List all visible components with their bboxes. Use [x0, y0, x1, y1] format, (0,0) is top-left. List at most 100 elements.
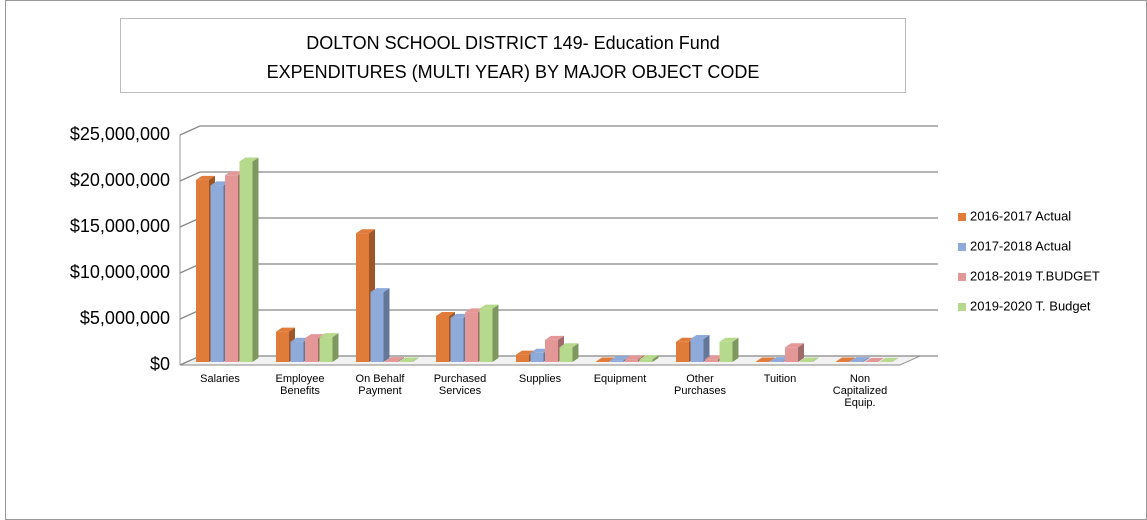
legend-label: 2019-2020 T. Budget — [970, 298, 1091, 313]
bar-front — [385, 361, 398, 362]
bar-top — [399, 357, 419, 362]
bar-top — [210, 181, 230, 186]
bar — [690, 335, 710, 362]
bar-top — [516, 350, 535, 355]
bar-side — [812, 357, 819, 362]
bar-top — [530, 348, 550, 353]
bar-top — [879, 357, 899, 362]
bar-top — [865, 358, 884, 362]
bar-top — [450, 313, 470, 318]
bar-top — [785, 343, 804, 348]
x-tick-label: Purchased Services — [433, 373, 487, 397]
bar-top — [465, 308, 484, 313]
title-box — [120, 18, 906, 93]
bar-front — [436, 316, 449, 362]
bar-top — [690, 335, 710, 339]
bar-front — [210, 185, 224, 362]
bar-top — [436, 312, 455, 316]
bar-front — [719, 341, 733, 362]
bar-side — [732, 337, 739, 362]
bar — [799, 357, 819, 362]
bar — [719, 337, 739, 362]
bar-side — [769, 357, 775, 362]
bar-top — [479, 304, 499, 309]
chart-title: DOLTON SCHOOL DISTRICT 149- Education Fu… — [306, 33, 719, 53]
bar-front — [239, 161, 253, 362]
bar-top — [559, 343, 579, 348]
bar-side — [703, 335, 710, 362]
bar-top — [225, 171, 244, 176]
bar-top — [596, 357, 615, 362]
bar-side — [849, 357, 855, 362]
bar-top — [290, 337, 310, 342]
bar — [865, 358, 884, 362]
x-tick-label: Other Purchases — [674, 373, 726, 397]
bar-top — [356, 229, 375, 234]
bar-front — [705, 359, 718, 362]
legend-label: 2017-2018 Actual — [970, 238, 1071, 253]
bar-side — [892, 357, 899, 362]
y-tick-label: $15,000,000 — [70, 216, 170, 236]
bar — [479, 304, 499, 362]
bar-top — [196, 175, 215, 180]
bar — [399, 357, 419, 362]
x-tick-label: Equipment — [593, 373, 647, 385]
bar-top — [770, 357, 790, 362]
legend-swatch — [958, 273, 966, 281]
bar-front — [676, 341, 689, 362]
bar-front — [850, 361, 864, 362]
x-tick-label: On Behalf Payment — [355, 373, 405, 397]
legend-swatch — [958, 303, 966, 311]
x-tick-label: Non Capitalized Equip. — [832, 373, 888, 409]
bar-top — [705, 355, 724, 360]
bar-top — [850, 357, 870, 362]
y-tick-label: $5,000,000 — [80, 308, 170, 328]
bar-front — [305, 338, 318, 362]
bar-front — [450, 317, 464, 362]
bar-side — [652, 355, 659, 362]
bar-front — [639, 359, 653, 362]
chart-subtitle: EXPENDITURES (MULTI YEAR) BY MAJOR OBJEC… — [267, 62, 760, 82]
bar — [879, 357, 899, 362]
bar — [370, 288, 390, 362]
bar-front — [770, 361, 784, 362]
bar-side — [332, 333, 339, 362]
y-tick-label: $20,000,000 — [70, 170, 170, 190]
grid-line — [179, 171, 938, 182]
bar — [836, 357, 855, 362]
bar-front — [625, 359, 638, 362]
bar — [559, 343, 579, 362]
bar-front — [290, 341, 304, 362]
bar-front — [225, 175, 238, 362]
legend-label: 2018-2019 T.BUDGET — [970, 268, 1100, 283]
y-tick-label: $10,000,000 — [70, 262, 170, 282]
bar-front — [196, 179, 209, 362]
bar-front — [465, 312, 478, 362]
bar-front — [356, 233, 369, 362]
bar-front — [545, 339, 558, 362]
x-tick-label: Employee Benefits — [275, 373, 325, 397]
bar-top — [676, 337, 695, 342]
bar-front — [319, 337, 333, 362]
bar-side — [398, 357, 404, 362]
y-tick-label: $0 — [150, 354, 170, 374]
bar-top — [719, 337, 739, 342]
bar — [239, 157, 259, 362]
bar-front — [479, 308, 493, 362]
grid-line — [179, 125, 938, 136]
bar-front — [516, 354, 529, 362]
bar-front — [785, 347, 798, 362]
bar-top — [610, 356, 630, 361]
legend-label: 2016-2017 Actual — [970, 208, 1071, 223]
bar-top — [545, 335, 564, 340]
bar-top — [239, 157, 259, 162]
bar — [319, 333, 339, 362]
bar-side — [863, 357, 870, 362]
y-tick-label: $25,000,000 — [70, 124, 170, 144]
bar-side — [383, 288, 390, 362]
bar-top — [305, 334, 324, 339]
bar-top — [385, 357, 404, 362]
bar — [385, 357, 404, 362]
